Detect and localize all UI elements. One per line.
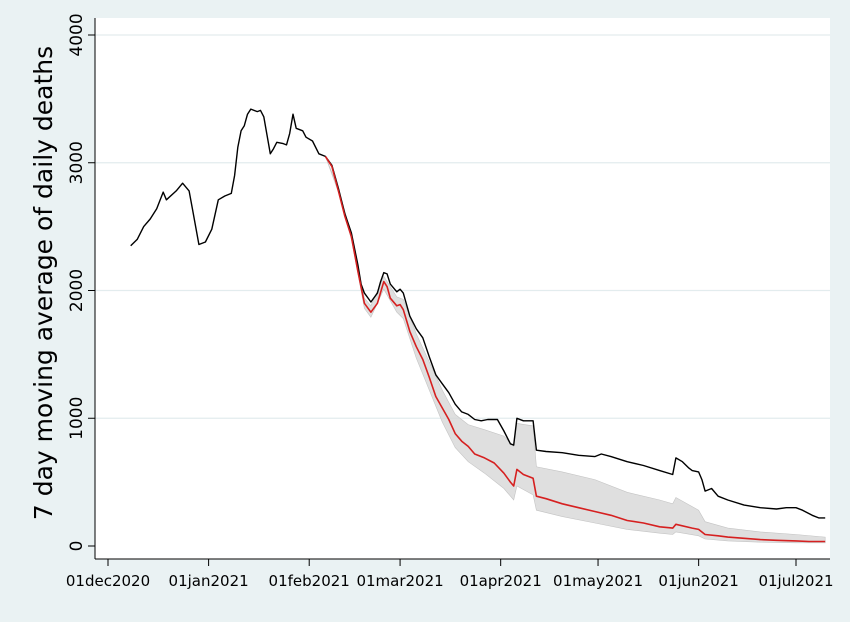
x-tick-label: 01jan2021 bbox=[169, 572, 249, 590]
confidence-band-layer bbox=[325, 156, 826, 544]
y-tick-label: 2000 bbox=[67, 269, 87, 312]
y-tick-label: 4000 bbox=[67, 13, 87, 56]
x-tick-label: 01feb2021 bbox=[269, 572, 350, 590]
x-tick-label: 01mar2021 bbox=[356, 572, 443, 590]
plot-area bbox=[95, 18, 830, 559]
y-tick-label: 3000 bbox=[67, 141, 87, 184]
x-tick-label: 01apr2021 bbox=[460, 572, 542, 590]
x-tick-label: 01dec2020 bbox=[66, 572, 150, 590]
x-tick-label: 01may2021 bbox=[553, 572, 643, 590]
gridlines bbox=[95, 34, 830, 419]
y-tick-label: 1000 bbox=[67, 397, 87, 440]
series-line-0 bbox=[130, 108, 826, 519]
confidence-band bbox=[325, 156, 826, 544]
x-axis: 01dec2020 01jan2021 01feb2021 01mar2021 01ap… bbox=[66, 558, 834, 590]
y-tick-label: 0 bbox=[67, 541, 87, 552]
series-line-1 bbox=[324, 155, 826, 543]
series-layer bbox=[130, 108, 826, 543]
y-axis: 0 1000 2000 3000 4000 bbox=[67, 13, 96, 559]
x-tick-label: 01jun2021 bbox=[658, 572, 738, 590]
x-tick-label: 01jul2021 bbox=[758, 572, 833, 590]
y-axis-label: 7 day moving average of daily deaths bbox=[29, 46, 58, 520]
